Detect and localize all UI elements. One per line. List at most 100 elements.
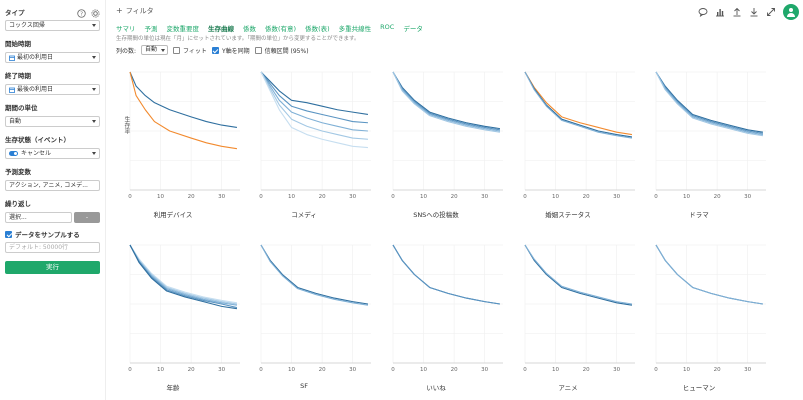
survival-curve-line <box>260 244 369 306</box>
x-tick-label: 30 <box>349 194 356 200</box>
calendar-icon <box>9 87 15 93</box>
chevron-down-icon <box>92 56 96 59</box>
upload-icon[interactable] <box>732 7 742 17</box>
survival-chart-panel: 0 10 20 30 婚姻ステータス <box>509 64 635 222</box>
tab-survival-curve[interactable]: 生存曲線 <box>208 25 234 33</box>
survival-curve-line <box>129 71 238 150</box>
tab-coefficients-significant[interactable]: 係数(有意) <box>265 25 297 33</box>
x-tick-label: 30 <box>218 367 225 373</box>
survival-chart-panel: 0 10 20 30 利用デバイス <box>114 64 240 222</box>
repeat-row: 選択... - <box>5 212 100 223</box>
survival-curve-line <box>392 71 501 133</box>
x-tick-label: 20 <box>714 194 721 200</box>
filter-label: フィルタ <box>125 7 154 15</box>
x-tick-label: 0 <box>523 367 527 373</box>
x-tick-label: 10 <box>552 367 559 373</box>
x-tick-label: 0 <box>523 194 527 200</box>
sample-label: データをサンプルする <box>15 231 80 239</box>
survival-chart-panel: 0 10 20 30 いいね <box>377 237 503 395</box>
user-avatar[interactable] <box>783 4 799 20</box>
survival-chart-panel: 0 10 20 30 ヒューマン <box>640 237 766 395</box>
survival-curve-line <box>260 71 369 116</box>
columns-select[interactable]: 自動 <box>141 45 169 55</box>
calendar-icon <box>9 55 15 61</box>
survival-curve-line <box>129 244 238 304</box>
tab-prediction[interactable]: 予測 <box>144 25 158 33</box>
x-tick-label: 0 <box>128 194 132 200</box>
x-tick-label: 20 <box>319 367 326 373</box>
start-select[interactable]: 最初の利用日 <box>5 52 100 63</box>
chart-title: 婚姻ステータス <box>545 211 591 219</box>
repeat-select[interactable]: 選択... <box>5 212 72 223</box>
sample-checkbox[interactable] <box>5 230 12 238</box>
run-button[interactable]: 実行 <box>5 261 100 274</box>
survival-chart-panel: 0 10 20 30 SNSへの投稿数 <box>377 64 503 222</box>
status-select-value: キャンセル <box>21 150 52 157</box>
type-select[interactable]: コックス回帰 <box>5 20 100 31</box>
x-tick-label: 20 <box>188 367 195 373</box>
survival-curve-line <box>392 71 501 132</box>
sample-row[interactable]: データをサンプルする <box>5 229 100 239</box>
tab-coefficients[interactable]: 係数 <box>243 25 256 33</box>
sample-placeholder: デフォルト: 50000行 <box>9 244 69 251</box>
expand-icon[interactable] <box>766 7 776 17</box>
chart-title: ヒューマン <box>682 384 716 392</box>
tab-multicollinearity[interactable]: 多重共線性 <box>338 25 372 33</box>
repeat-label: 繰り返し <box>5 200 31 208</box>
unit-select[interactable]: 自動 <box>5 116 100 127</box>
fit-option[interactable]: フィット <box>173 46 207 55</box>
x-tick-label: 20 <box>583 194 590 200</box>
gear-icon[interactable] <box>91 8 100 18</box>
x-tick-label: 10 <box>552 194 559 200</box>
chart-title: ドラマ <box>689 211 709 219</box>
sample-input[interactable]: デフォルト: 50000行 <box>5 242 100 253</box>
survival-curve-line <box>655 71 764 136</box>
start-label: 開始時期 <box>5 40 31 48</box>
tab-summary[interactable]: サマリ <box>116 25 136 33</box>
status-select[interactable]: キャンセル <box>5 148 100 159</box>
chart-title: SNSへの投稿数 <box>413 211 459 219</box>
columns-label: 列の数: <box>116 47 137 55</box>
x-tick-label: 20 <box>319 194 326 200</box>
sync-y-label: Y軸を同期 <box>221 47 250 55</box>
columns-select-value: 自動 <box>145 46 158 53</box>
pin-icon[interactable] <box>749 7 759 17</box>
fit-checkbox[interactable] <box>173 46 181 54</box>
tab-roc[interactable]: ROC <box>380 23 395 31</box>
survival-chart: 0 10 20 30 <box>523 244 635 373</box>
survival-chart: 0 10 20 30 <box>654 244 766 373</box>
filter-button[interactable]: + フィルタ <box>116 6 154 16</box>
ci-checkbox[interactable] <box>254 46 262 54</box>
predictor-select-value: アクション, アニメ, コメデ... <box>9 182 88 189</box>
survival-chart-panel: 0 10 20 30 SF <box>245 237 371 395</box>
bar-chart-icon[interactable] <box>715 7 725 17</box>
x-tick-label: 10 <box>288 367 295 373</box>
comment-icon[interactable] <box>698 7 708 17</box>
predictor-select[interactable]: アクション, アニメ, コメデ... <box>5 180 100 191</box>
chevron-down-icon <box>161 49 166 52</box>
end-select[interactable]: 最後の利用日 <box>5 84 100 95</box>
tab-coefficients-table[interactable]: 係数(表) <box>305 25 330 33</box>
survival-curve-line <box>260 71 368 140</box>
chevron-down-icon <box>92 88 96 91</box>
repeat-button[interactable]: - <box>74 212 100 223</box>
help-icon[interactable]: ? <box>77 8 86 18</box>
unit-notice: 生存期間の単位は現在「月」にセットされています。「期間の単位」から変更することが… <box>116 36 360 42</box>
survival-chart-panel: 0 10 20 30 アニメ <box>509 237 635 395</box>
tab-importance[interactable]: 変数重要度 <box>166 25 200 33</box>
survival-curve-line <box>524 244 633 306</box>
tab-data[interactable]: データ <box>403 25 423 33</box>
survival-curve-line <box>260 71 368 149</box>
ci-option[interactable]: 信頼区間 (95%) <box>254 46 309 55</box>
type-select-value: コックス回帰 <box>9 22 45 29</box>
sync-y-checkbox[interactable] <box>211 46 219 54</box>
sync-y-option[interactable]: Y軸を同期 <box>211 46 250 55</box>
survival-curve-line <box>129 71 238 129</box>
x-tick-label: 0 <box>391 194 395 200</box>
x-tick-label: 0 <box>654 367 658 373</box>
survival-curve-line <box>260 71 368 132</box>
x-tick-label: 0 <box>259 194 263 200</box>
chevron-down-icon <box>92 152 96 155</box>
plus-icon: + <box>116 6 123 15</box>
survival-curve-line <box>655 71 764 134</box>
